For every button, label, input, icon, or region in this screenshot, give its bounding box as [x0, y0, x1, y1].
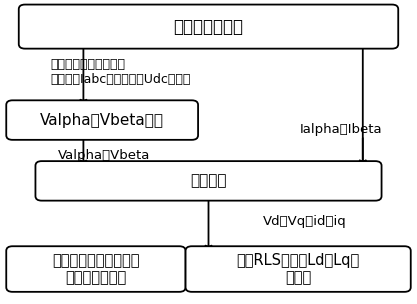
- Text: 查表获得定子绕组电阵
和转子永磁磁链: 查表获得定子绕组电阵 和转子永磁磁链: [52, 253, 140, 285]
- Text: Ialpha、Ibeta: Ialpha、Ibeta: [300, 123, 383, 136]
- Text: Vd、Vq、id、iq: Vd、Vq、id、iq: [263, 215, 347, 228]
- FancyBboxPatch shape: [6, 246, 186, 292]
- FancyBboxPatch shape: [19, 5, 398, 49]
- FancyBboxPatch shape: [186, 246, 411, 292]
- Text: 六个开关管开通信号、
三相电流Iabc和直流电压Udc测量值: 六个开关管开通信号、 三相电流Iabc和直流电压Udc测量值: [50, 58, 191, 86]
- FancyBboxPatch shape: [6, 100, 198, 140]
- Text: Valpha和Vbeta计算: Valpha和Vbeta计算: [40, 112, 164, 128]
- FancyBboxPatch shape: [35, 161, 382, 201]
- Text: 坐标变换: 坐标变换: [190, 173, 227, 188]
- Text: 矢量控制主系统: 矢量控制主系统: [173, 18, 244, 36]
- Text: 采用RLS算法对Ld和Lq进
行辨识: 采用RLS算法对Ld和Lq进 行辨识: [236, 253, 360, 285]
- Text: Valpha、Vbeta: Valpha、Vbeta: [58, 149, 151, 162]
